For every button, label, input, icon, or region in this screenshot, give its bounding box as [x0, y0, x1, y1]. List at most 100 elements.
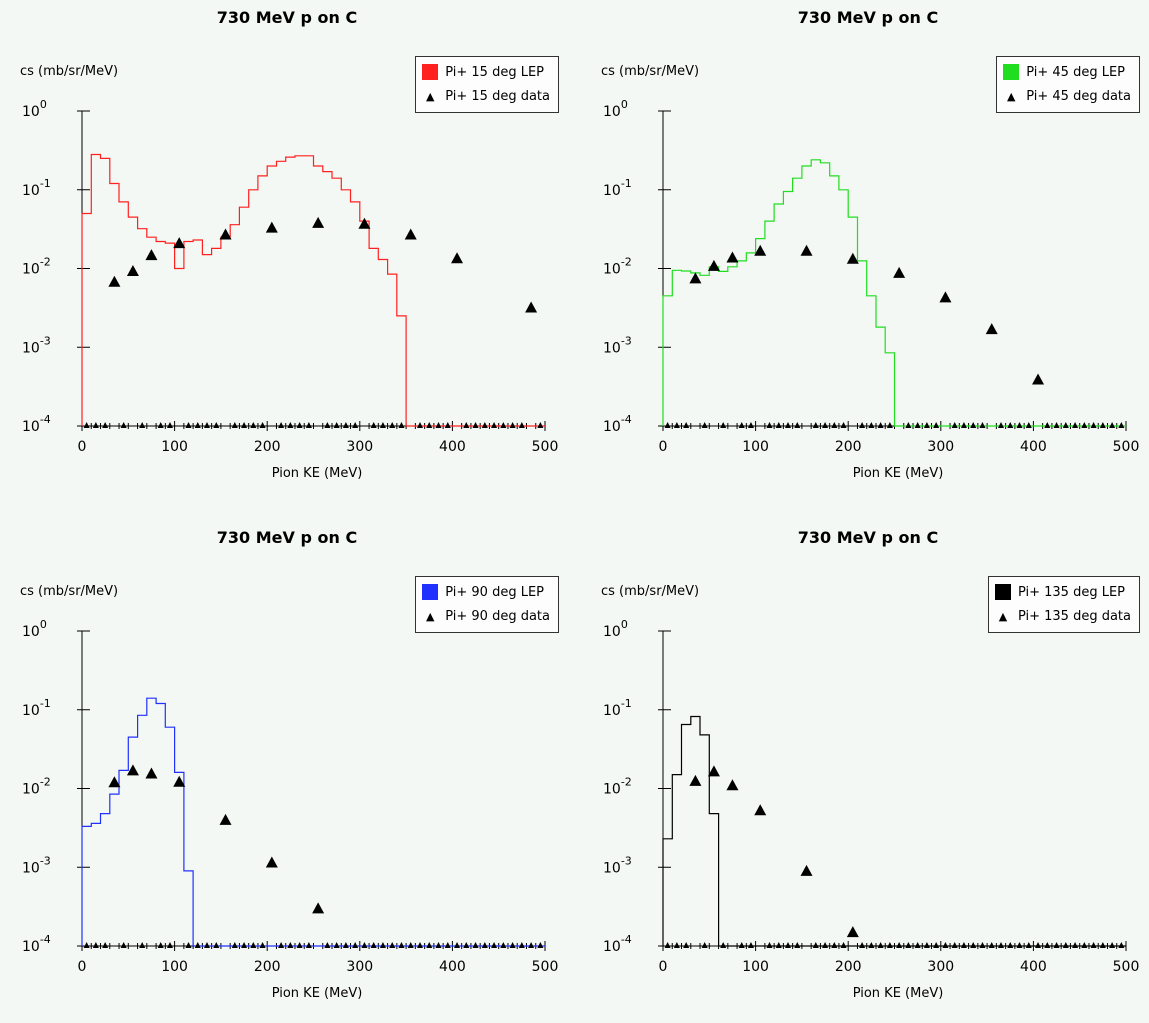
- triangle-marker-icon: ▲: [1006, 89, 1016, 103]
- y-axis-label: cs (mb/sr/MeV): [601, 584, 700, 599]
- legend-label: Pi+ 15 deg LEP: [445, 64, 545, 80]
- y-tick-label: 10-4: [603, 933, 632, 955]
- data-point-floor: [822, 422, 829, 428]
- data-point-floor: [157, 942, 164, 948]
- legend-label: Pi+ 135 deg data: [1017, 608, 1131, 624]
- data-point-floor: [185, 422, 192, 428]
- data-point-floor: [1016, 942, 1023, 948]
- x-tick-label: 100: [742, 439, 769, 455]
- y-tick-label: 10-3: [603, 854, 632, 876]
- x-tick-label: 100: [161, 439, 188, 455]
- data-point: [219, 813, 232, 825]
- triangle-marker-icon: ▲: [425, 609, 435, 623]
- data-point-floor: [259, 942, 266, 948]
- data-point: [800, 244, 813, 256]
- data-point: [707, 765, 720, 777]
- data-point: [525, 301, 538, 313]
- y-tick-label: 10-3: [603, 334, 632, 356]
- data-point: [145, 767, 158, 779]
- data-point-floor: [472, 422, 479, 428]
- data-point-floor: [979, 422, 986, 428]
- data-point-floor: [324, 942, 331, 948]
- legend-label: Pi+ 90 deg data: [445, 608, 550, 624]
- data-point: [126, 264, 139, 276]
- legend-label: Pi+ 135 deg LEP: [1017, 584, 1126, 600]
- data-point-floor: [1090, 422, 1097, 428]
- data-point: [312, 216, 325, 228]
- data-point-floor: [454, 942, 461, 948]
- data-point: [451, 252, 464, 264]
- data-point-floor: [537, 942, 544, 948]
- y-tick-label: 100: [603, 618, 628, 640]
- chart-panel-pi-135-deg: 730 MeV p on C cs (mb/sr/MeV) Pion KE (M…: [581, 520, 1149, 1023]
- data-point: [219, 228, 232, 240]
- data-point: [939, 291, 952, 303]
- data-point: [985, 323, 998, 335]
- data-point-floor: [1062, 422, 1069, 428]
- y-axis-label: cs (mb/sr/MeV): [20, 584, 119, 599]
- x-tick-label: 500: [1113, 439, 1140, 455]
- data-point-floor: [379, 942, 386, 948]
- data-point-floor: [970, 422, 977, 428]
- data-point-floor: [213, 422, 220, 428]
- model-histogram-line: [662, 715, 1126, 947]
- data-point-floor: [831, 942, 838, 948]
- data-point-floor: [785, 942, 792, 948]
- legend-item-model: Pi+ 15 deg LEP: [422, 60, 550, 84]
- x-tick-label: 200: [835, 439, 862, 455]
- legend-item-model: Pi+ 90 deg LEP: [422, 580, 550, 604]
- data-point-floor: [435, 422, 442, 428]
- data-point-floor: [960, 422, 967, 428]
- data-point-floor: [785, 422, 792, 428]
- legend-item-data: ▲ Pi+ 15 deg data: [422, 84, 550, 108]
- x-tick-label: 500: [532, 959, 559, 975]
- data-point-floor: [444, 422, 451, 428]
- data-point-floor: [831, 422, 838, 428]
- data-point-floor: [333, 422, 340, 428]
- data-point-floor: [868, 942, 875, 948]
- data-point: [846, 926, 859, 938]
- data-point-floor: [370, 942, 377, 948]
- data-point-floor: [1007, 942, 1014, 948]
- data-point-floor: [877, 422, 884, 428]
- model-histogram-line: [81, 153, 545, 427]
- data-point-floor: [278, 942, 285, 948]
- data-point-floor: [342, 942, 349, 948]
- data-point-floor: [398, 942, 405, 948]
- data-point: [726, 779, 739, 791]
- data-point-floor: [979, 942, 986, 948]
- data-point-floor: [389, 942, 396, 948]
- legend-swatch: [1003, 64, 1020, 80]
- legend-label: Pi+ 45 deg data: [1026, 88, 1131, 104]
- data-point-floor: [673, 942, 680, 948]
- data-point-floor: [840, 422, 847, 428]
- data-point-floor: [500, 942, 507, 948]
- data-point-floor: [361, 942, 368, 948]
- x-tick-label: 300: [927, 959, 954, 975]
- y-tick-label: 10-1: [22, 177, 51, 199]
- y-tick-label: 10-2: [603, 776, 632, 798]
- legend: Pi+ 90 deg LEP ▲ Pi+ 90 deg data: [415, 576, 559, 633]
- data-point-floor: [886, 422, 893, 428]
- x-tick-label: 400: [439, 959, 466, 975]
- data-point: [108, 275, 121, 287]
- data-point-floor: [83, 422, 90, 428]
- data-point-floor: [942, 942, 949, 948]
- data-point-floor: [766, 422, 773, 428]
- data-point-floor: [1109, 942, 1116, 948]
- data-point-floor: [241, 422, 248, 428]
- data-point-floor: [92, 422, 99, 428]
- data-point-floor: [812, 422, 819, 428]
- data-point-floor: [491, 422, 498, 428]
- data-point-floor: [444, 942, 451, 948]
- data-point-floor: [970, 942, 977, 948]
- data-point-floor: [250, 942, 257, 948]
- data-point-floor: [868, 422, 875, 428]
- data-point-floor: [398, 422, 405, 428]
- data-point-floor: [416, 422, 423, 428]
- x-tick-label: 300: [346, 959, 373, 975]
- y-tick-label: 10-2: [22, 776, 51, 798]
- data-point-floor: [1035, 942, 1042, 948]
- data-point-floor: [720, 942, 727, 948]
- y-tick-label: 100: [22, 618, 47, 640]
